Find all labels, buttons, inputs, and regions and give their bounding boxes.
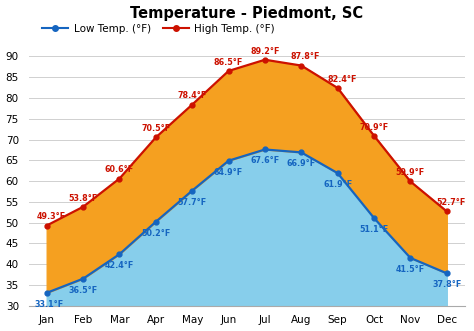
- Text: 41.5°F: 41.5°F: [396, 265, 425, 274]
- Text: 82.4°F: 82.4°F: [327, 75, 356, 84]
- Low Temp. (°F): [371, 216, 377, 220]
- Low Temp. (°F): [153, 220, 159, 224]
- High Temp. (°F): [44, 223, 50, 227]
- High Temp. (°F): [117, 177, 122, 181]
- High Temp. (°F): [153, 135, 159, 139]
- Text: 50.2°F: 50.2°F: [141, 229, 171, 238]
- Low Temp. (°F): [444, 271, 450, 275]
- Text: 60.6°F: 60.6°F: [105, 166, 134, 174]
- Text: 57.7°F: 57.7°F: [178, 198, 207, 207]
- Low Temp. (°F): [117, 252, 122, 256]
- Low Temp. (°F): [189, 189, 195, 193]
- High Temp. (°F): [299, 64, 304, 68]
- Text: 89.2°F: 89.2°F: [250, 47, 280, 56]
- Text: 37.8°F: 37.8°F: [432, 280, 461, 289]
- Text: 49.3°F: 49.3°F: [36, 213, 65, 221]
- Text: 61.9°F: 61.9°F: [323, 180, 352, 189]
- High Temp. (°F): [371, 134, 377, 138]
- High Temp. (°F): [335, 86, 340, 90]
- Low Temp. (°F): [335, 171, 340, 175]
- Low Temp. (°F): [226, 159, 231, 163]
- Low Temp. (°F): [262, 148, 268, 152]
- Low Temp. (°F): [80, 277, 86, 281]
- Title: Temperature - Piedmont, SC: Temperature - Piedmont, SC: [130, 6, 363, 21]
- Line: Low Temp. (°F): Low Temp. (°F): [44, 147, 449, 295]
- High Temp. (°F): [262, 58, 268, 62]
- Text: 78.4°F: 78.4°F: [178, 91, 207, 100]
- Low Temp. (°F): [408, 256, 413, 260]
- Text: 51.1°F: 51.1°F: [359, 225, 389, 234]
- High Temp. (°F): [444, 210, 450, 213]
- Text: 86.5°F: 86.5°F: [214, 58, 243, 67]
- High Temp. (°F): [408, 179, 413, 183]
- Text: 59.9°F: 59.9°F: [396, 168, 425, 177]
- High Temp. (°F): [189, 103, 195, 107]
- Text: 52.7°F: 52.7°F: [436, 198, 465, 207]
- Legend: Low Temp. (°F), High Temp. (°F): Low Temp. (°F), High Temp. (°F): [38, 20, 279, 38]
- Low Temp. (°F): [299, 150, 304, 154]
- Text: 53.8°F: 53.8°F: [68, 194, 98, 203]
- High Temp. (°F): [226, 69, 231, 73]
- High Temp. (°F): [80, 205, 86, 209]
- Text: 64.9°F: 64.9°F: [214, 168, 243, 177]
- Text: 70.9°F: 70.9°F: [359, 122, 389, 132]
- Low Temp. (°F): [44, 291, 50, 295]
- Text: 70.5°F: 70.5°F: [141, 124, 170, 133]
- Text: 33.1°F: 33.1°F: [35, 300, 64, 309]
- Text: 87.8°F: 87.8°F: [291, 52, 320, 61]
- Line: High Temp. (°F): High Temp. (°F): [44, 57, 449, 228]
- Text: 36.5°F: 36.5°F: [69, 286, 98, 295]
- Text: 66.9°F: 66.9°F: [287, 159, 316, 168]
- Text: 67.6°F: 67.6°F: [250, 157, 280, 166]
- Text: 42.4°F: 42.4°F: [105, 261, 134, 270]
